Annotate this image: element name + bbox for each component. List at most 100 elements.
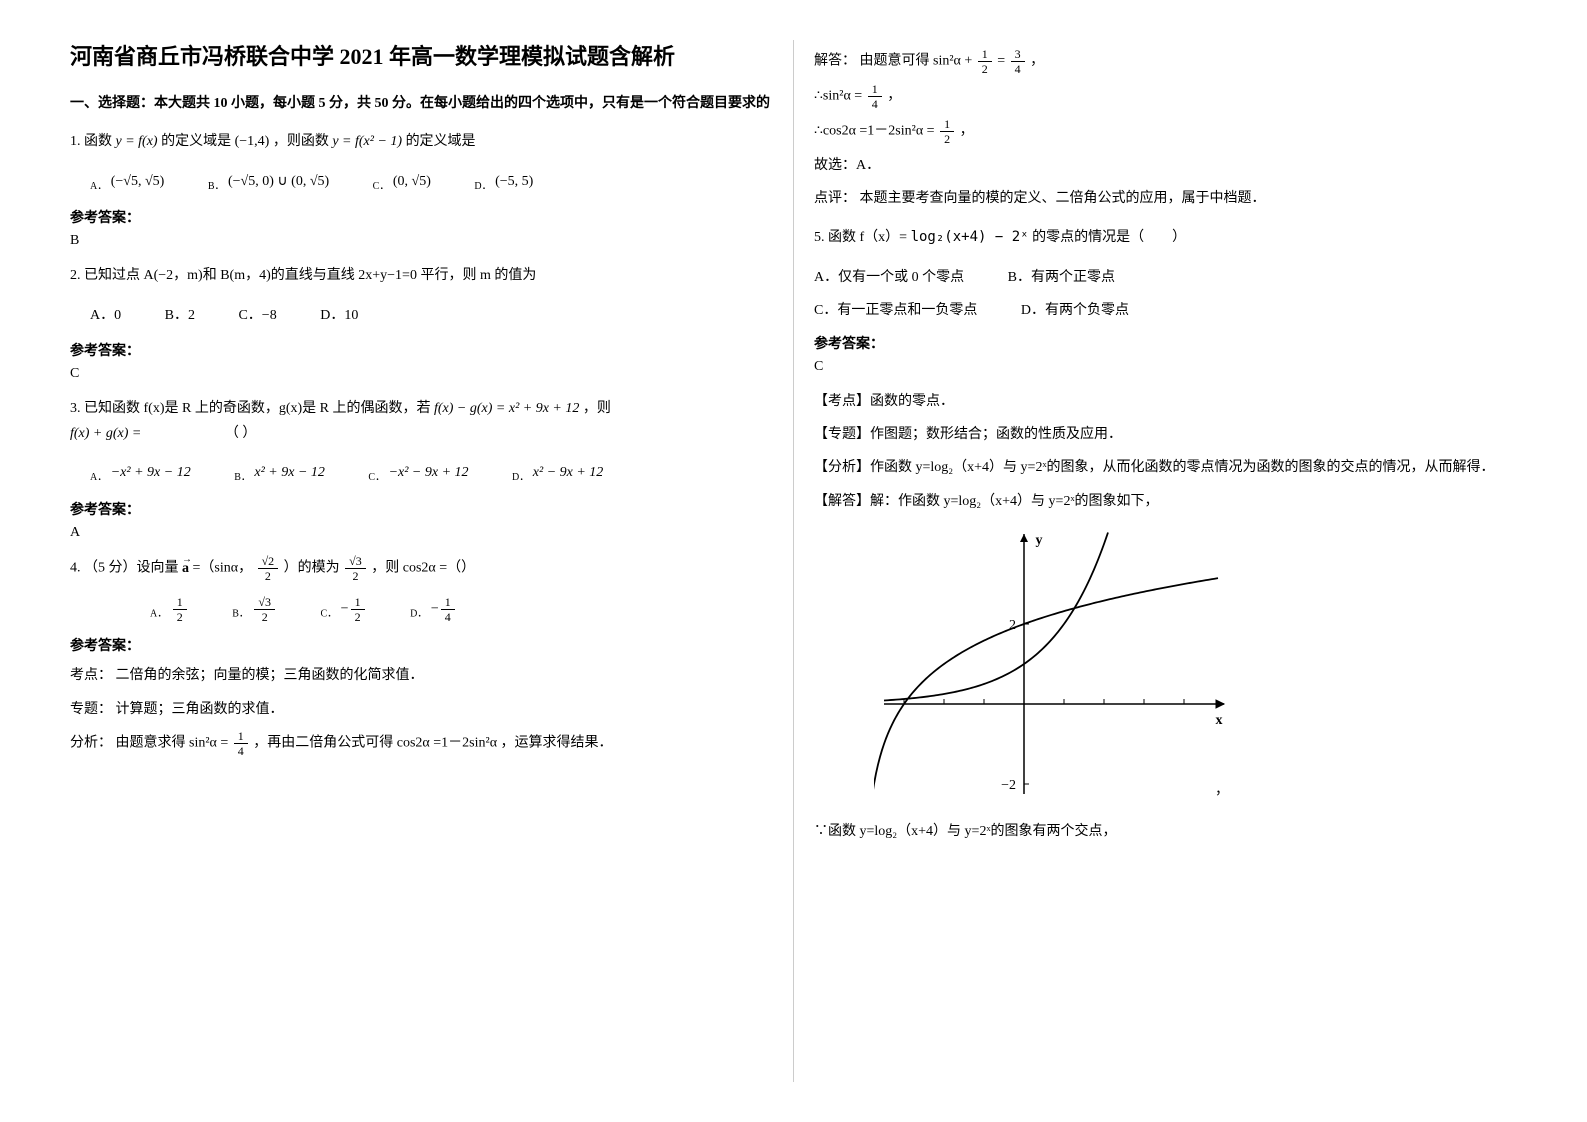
q3-stem-a: 3. 已知函数 f(x)是 R 上的奇函数，g(x)是 R 上的偶函数，若: [70, 401, 431, 416]
q2-opt-c: C．−8: [238, 303, 276, 328]
q1-stem: 1. 函数 y = f(x) 的定义域是 (−1,4) ，则函数 y = f(x…: [70, 129, 773, 154]
q1-ans-head: 参考答案：: [70, 207, 773, 227]
q1-optA-label: A．: [90, 180, 107, 191]
right-column: 解答： 由题意可得 sin²α + 12 = 34 ， ∴sin²α = 14 …: [794, 40, 1537, 1082]
q2-opt-b: B．2: [165, 303, 195, 328]
q4-kaodian: 考点： 二倍角的余弦；向量的模；三角函数的化简求值．: [70, 663, 773, 688]
r-line2-b: ，: [887, 89, 901, 104]
q4-stem-d: ，则 cos2α =（）: [371, 561, 475, 576]
q5-stem-b: 的零点的情况是（ ）: [1032, 230, 1186, 245]
q3-opt-d: D． x² − 9x + 12: [512, 460, 603, 487]
q4-options: A． 12 B． √32 C． −12 D． −14: [70, 596, 773, 624]
q2-ans-head: 参考答案：: [70, 340, 773, 360]
q4-optC-num: 1: [351, 596, 365, 610]
q4-optA-label: A．: [150, 608, 167, 619]
q3-optD-text: x² − 9x + 12: [533, 465, 604, 480]
q5-options-row2: C．有一正零点和一负零点 D．有两个负零点: [814, 298, 1517, 323]
q5-opt-c: C．有一正零点和一负零点: [814, 298, 977, 323]
q5-zhuanti: 【专题】作图题；数形结合；函数的性质及应用．: [814, 422, 1517, 447]
r-guxuan: 故选：A．: [814, 153, 1517, 178]
r-jieda-eq: =: [997, 54, 1005, 69]
r-jieda-num2: 3: [1011, 48, 1025, 62]
r-line2: ∴sin²α = 14 ，: [814, 83, 1517, 110]
q4-optC-label: C．: [321, 608, 338, 619]
q4-fenxi: 分析： 由题意求得 sin²α = 14 ，再由二倍角公式可得 cos2α =1…: [70, 730, 773, 757]
q4-optC-den: 2: [351, 610, 365, 623]
q4-optB-num: √3: [254, 596, 275, 610]
svg-text:，: ，: [1215, 783, 1229, 798]
q3-ans-head: 参考答案：: [70, 499, 773, 519]
r-jieda-den2: 4: [1011, 62, 1025, 75]
q1-optD-label: D．: [474, 180, 491, 191]
q3-opt-b: B． x² + 9x − 12: [234, 460, 325, 487]
q1-optB-text: (−√5, 0) ∪ (0, √5): [228, 174, 329, 189]
q5-fenxi: 【分析】作函数 y=log₂（x+4）与 y=2ˣ的图象，从而化函数的零点情况为…: [814, 455, 1517, 480]
q4-fenxi-a: 分析： 由题意求得 sin²α =: [70, 736, 228, 751]
q5-opt-a: A．仅有一个或 0 个零点: [814, 265, 964, 290]
q1-options: A． (−√5, √5) B． (−√5, 0) ∪ (0, √5) C． (0…: [70, 169, 773, 196]
q3-optB-text: x² + 9x − 12: [254, 465, 325, 480]
q5-conclusion: ∵函数 y=log₂（x+4）与 y=2ˣ的图象有两个交点，: [814, 819, 1517, 844]
q4-optC-prefix: −: [341, 602, 349, 617]
q5-expr: log₂(x+4) − 2ˣ: [911, 229, 1029, 245]
q1-optC-label: C．: [373, 180, 390, 191]
q4-frac2-num: √3: [345, 555, 366, 569]
doc-title: 河南省商丘市冯桥联合中学 2021 年高一数学理模拟试题含解析: [70, 40, 773, 73]
q1-optD-text: (−5, 5): [495, 174, 533, 189]
q1-stem-d: 的定义域是: [406, 134, 476, 149]
q5-jieda: 【解答】解：作函数 y=log₂（x+4）与 y=2ˣ的图象如下，: [814, 489, 1517, 514]
q3-expr2: f(x) + g(x) =: [70, 426, 141, 441]
q4-vec: →a: [182, 561, 189, 576]
q5-kaodian: 【考点】函数的零点．: [814, 389, 1517, 414]
q2-opt-d: D．10: [320, 303, 358, 328]
r-jieda-num1: 1: [978, 48, 992, 62]
q4-stem-a: 4. （5 分）设向量: [70, 561, 179, 576]
q4-optD-num: 1: [441, 596, 455, 610]
r-jieda-frac1: 12: [978, 48, 992, 75]
r-line3-frac: 12: [940, 118, 954, 145]
r-jieda-frac2: 34: [1011, 48, 1025, 75]
q3-options: A． −x² + 9x − 12 B． x² + 9x − 12 C． −x² …: [70, 460, 773, 487]
q4-fenxi-num: 1: [234, 730, 248, 744]
r-line2-num: 1: [868, 83, 882, 97]
q1-expr2: (−1,4): [235, 134, 270, 149]
svg-text:2: 2: [1009, 618, 1016, 633]
q3-optC-text: −x² − 9x + 12: [389, 465, 469, 480]
q4-optD-prefix: −: [431, 602, 439, 617]
q2-stem: 2. 已知过点 A(−2，m)和 B(m，4)的直线与直线 2x+y−1=0 平…: [70, 263, 773, 288]
q3-optB-label: B．: [234, 472, 251, 483]
q5-stem-a: 5. 函数 f（x）=: [814, 230, 907, 245]
q4-opt-a: A． 12: [150, 596, 189, 624]
q3-optA-text: −x² + 9x − 12: [111, 465, 191, 480]
q3-stem: 3. 已知函数 f(x)是 R 上的奇函数，g(x)是 R 上的偶函数，若 f(…: [70, 396, 773, 446]
q4-frac1-num: √2: [258, 555, 279, 569]
q5-options-row1: A．仅有一个或 0 个零点 B．有两个正零点: [814, 265, 1517, 290]
q5-graph: 2−2xy，: [874, 524, 1517, 809]
q3-optD-label: D．: [512, 472, 529, 483]
r-jieda: 解答： 由题意可得 sin²α + 12 = 34 ，: [814, 48, 1517, 75]
q4-frac2: √32: [345, 555, 366, 582]
r-line3: ∴cos2α =1－2sin²α = 12 ，: [814, 118, 1517, 145]
q4-frac1-den: 2: [258, 569, 279, 582]
svg-text:x: x: [1216, 713, 1223, 728]
q4-optA-num: 1: [173, 596, 187, 610]
q3-opt-a: A． −x² + 9x − 12: [90, 460, 191, 487]
arrow-icon: →: [182, 551, 192, 569]
r-line3-den: 2: [940, 132, 954, 145]
q1-opt-b: B． (−√5, 0) ∪ (0, √5): [208, 169, 329, 196]
q1-ans: B: [70, 233, 773, 249]
r-line3-b: ，: [960, 124, 974, 139]
q5-ans: C: [814, 359, 1517, 375]
q5-ans-head: 参考答案：: [814, 333, 1517, 353]
q4-optD-label: D．: [410, 608, 427, 619]
q4-frac1: √22: [258, 555, 279, 582]
q4-stem: 4. （5 分）设向量 →a =（sinα， √22 ）的模为 √32 ，则 c…: [70, 555, 773, 582]
q1-stem-c: ，则函数: [273, 134, 329, 149]
r-line3-num: 1: [940, 118, 954, 132]
q4-zhuanti: 专题： 计算题；三角函数的求值．: [70, 697, 773, 722]
q4-optD-den: 4: [441, 610, 455, 623]
q1-expr1: y = f(x): [116, 134, 158, 149]
svg-text:−2: −2: [1001, 778, 1016, 793]
q3-opt-c: C． −x² − 9x + 12: [368, 460, 468, 487]
q4-optB-label: B．: [232, 608, 249, 619]
